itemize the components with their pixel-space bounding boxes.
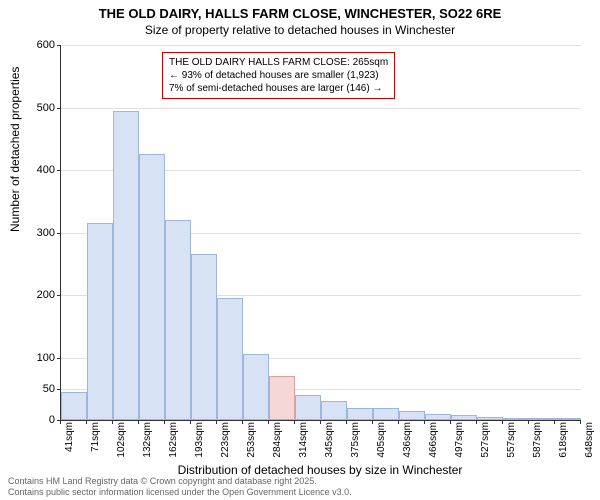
ytick-label: 0 bbox=[15, 414, 55, 426]
xtick-mark bbox=[138, 420, 139, 424]
histogram-bar bbox=[425, 414, 451, 420]
chart-container: THE OLD DAIRY, HALLS FARM CLOSE, WINCHES… bbox=[0, 0, 600, 500]
annotation-line1: THE OLD DAIRY HALLS FARM CLOSE: 265sqm bbox=[169, 56, 388, 69]
xtick-mark bbox=[190, 420, 191, 424]
xtick-mark bbox=[60, 420, 61, 424]
xtick-label: 253sqm bbox=[246, 422, 257, 466]
annotation-line2: ← 93% of detached houses are smaller (1,… bbox=[169, 69, 388, 82]
ytick-mark bbox=[57, 45, 61, 46]
xtick-mark bbox=[242, 420, 243, 424]
ytick-label: 400 bbox=[15, 164, 55, 176]
xtick-mark bbox=[320, 420, 321, 424]
xtick-mark bbox=[502, 420, 503, 424]
ytick-label: 500 bbox=[15, 102, 55, 114]
xtick-mark bbox=[216, 420, 217, 424]
xtick-mark bbox=[476, 420, 477, 424]
xtick-mark bbox=[268, 420, 269, 424]
histogram-bar bbox=[217, 298, 243, 420]
ytick-mark bbox=[57, 233, 61, 234]
ytick-mark bbox=[57, 108, 61, 109]
histogram-bar bbox=[555, 418, 581, 420]
gridline bbox=[61, 108, 581, 109]
ytick-label: 100 bbox=[15, 352, 55, 364]
xtick-mark bbox=[112, 420, 113, 424]
xtick-label: 284sqm bbox=[272, 422, 283, 466]
xtick-label: 405sqm bbox=[376, 422, 387, 466]
histogram-bar bbox=[503, 418, 529, 420]
annotation-box: THE OLD DAIRY HALLS FARM CLOSE: 265sqm ←… bbox=[162, 52, 395, 99]
plot-area bbox=[60, 45, 581, 421]
xtick-label: 41sqm bbox=[64, 422, 75, 466]
histogram-bar-highlight bbox=[269, 376, 295, 420]
xtick-mark bbox=[164, 420, 165, 424]
histogram-bar bbox=[477, 417, 503, 420]
ytick-mark bbox=[57, 295, 61, 296]
annotation-line3: 7% of semi-detached houses are larger (1… bbox=[169, 82, 388, 95]
histogram-bar bbox=[321, 401, 347, 420]
xtick-mark bbox=[372, 420, 373, 424]
ytick-label: 300 bbox=[15, 227, 55, 239]
histogram-bar bbox=[61, 392, 87, 420]
xtick-mark bbox=[424, 420, 425, 424]
xtick-label: 223sqm bbox=[220, 422, 231, 466]
xtick-label: 193sqm bbox=[194, 422, 205, 466]
xtick-mark bbox=[554, 420, 555, 424]
histogram-bar bbox=[113, 111, 139, 420]
chart-title: THE OLD DAIRY, HALLS FARM CLOSE, WINCHES… bbox=[0, 6, 600, 21]
y-axis-label: Number of detached properties bbox=[8, 67, 22, 232]
xtick-mark bbox=[346, 420, 347, 424]
footer-attribution: Contains HM Land Registry data © Crown c… bbox=[8, 476, 352, 498]
ytick-label: 50 bbox=[15, 383, 55, 395]
xtick-label: 314sqm bbox=[298, 422, 309, 466]
xtick-label: 557sqm bbox=[506, 422, 517, 466]
histogram-bar bbox=[165, 220, 191, 420]
xtick-mark bbox=[294, 420, 295, 424]
xtick-label: 102sqm bbox=[116, 422, 127, 466]
xtick-label: 436sqm bbox=[402, 422, 413, 466]
histogram-bar bbox=[191, 254, 217, 420]
x-axis-label: Distribution of detached houses by size … bbox=[60, 463, 580, 477]
chart-subtitle: Size of property relative to detached ho… bbox=[0, 23, 600, 37]
ytick-mark bbox=[57, 170, 61, 171]
ytick-mark bbox=[57, 389, 61, 390]
histogram-bar bbox=[451, 415, 477, 420]
xtick-mark bbox=[398, 420, 399, 424]
xtick-mark bbox=[86, 420, 87, 424]
xtick-label: 466sqm bbox=[428, 422, 439, 466]
histogram-bar bbox=[87, 223, 113, 420]
footer-line1: Contains HM Land Registry data © Crown c… bbox=[8, 476, 352, 487]
ytick-mark bbox=[57, 358, 61, 359]
xtick-label: 345sqm bbox=[324, 422, 335, 466]
xtick-label: 527sqm bbox=[480, 422, 491, 466]
xtick-mark bbox=[528, 420, 529, 424]
gridline bbox=[61, 45, 581, 46]
xtick-label: 618sqm bbox=[558, 422, 569, 466]
histogram-bar bbox=[243, 354, 269, 420]
histogram-bar bbox=[139, 154, 165, 420]
histogram-bar bbox=[347, 408, 373, 421]
histogram-bar bbox=[399, 411, 425, 420]
xtick-label: 132sqm bbox=[142, 422, 153, 466]
histogram-bar bbox=[529, 418, 555, 420]
xtick-label: 162sqm bbox=[168, 422, 179, 466]
histogram-bar bbox=[295, 395, 321, 420]
xtick-label: 375sqm bbox=[350, 422, 361, 466]
ytick-label: 200 bbox=[15, 289, 55, 301]
footer-line2: Contains public sector information licen… bbox=[8, 487, 352, 498]
xtick-label: 497sqm bbox=[454, 422, 465, 466]
ytick-label: 600 bbox=[15, 39, 55, 51]
xtick-label: 71sqm bbox=[90, 422, 101, 466]
xtick-label: 587sqm bbox=[532, 422, 543, 466]
xtick-mark bbox=[450, 420, 451, 424]
xtick-label: 648sqm bbox=[584, 422, 595, 466]
histogram-bar bbox=[373, 408, 399, 421]
xtick-mark bbox=[580, 420, 581, 424]
